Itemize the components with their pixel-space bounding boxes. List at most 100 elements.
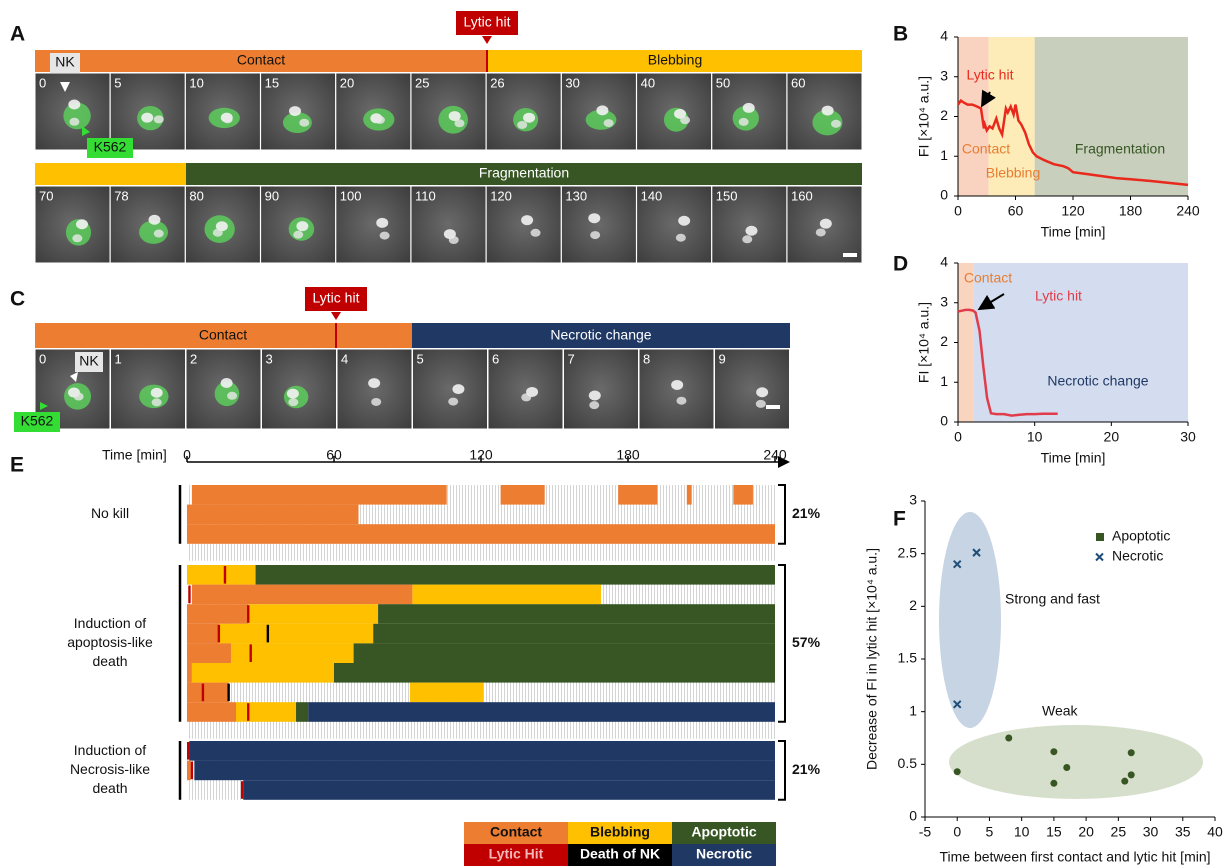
- x-axis-title: Time [min]: [102, 447, 167, 463]
- lytic-pointer: [482, 36, 492, 44]
- y-axis-title: FI [×10⁴ a.u.]: [916, 302, 932, 383]
- group-bracket-right: [778, 741, 785, 800]
- panel-label: C: [10, 288, 25, 311]
- x-tick-label: 30: [1143, 824, 1159, 840]
- cell: [517, 121, 527, 129]
- cell: [227, 392, 237, 400]
- cell: [745, 226, 757, 236]
- x-tick-label: 0: [954, 203, 962, 219]
- frame-time: 7: [568, 351, 575, 366]
- state-segment: [618, 485, 657, 505]
- x-tick-label: 25: [1111, 824, 1127, 840]
- group-label: Induction of: [74, 615, 146, 631]
- group-label: death: [92, 780, 127, 796]
- frame-time: 130: [565, 188, 587, 203]
- x-tick-label: 120: [1061, 203, 1085, 219]
- cell: [596, 105, 608, 115]
- frame-time: 8: [643, 351, 650, 366]
- cell: [380, 232, 390, 240]
- label-text: K562: [21, 413, 54, 429]
- state-segment: [687, 485, 692, 505]
- frame-time: 26: [490, 75, 504, 90]
- cell: [739, 118, 749, 126]
- frame-time: 3: [266, 351, 273, 366]
- cell: [452, 384, 464, 394]
- state-segment: [296, 702, 308, 722]
- cell: [756, 387, 768, 397]
- state-segment: [187, 565, 256, 585]
- event-marker: [241, 781, 243, 799]
- group-share: 21%: [792, 505, 821, 521]
- region-label: Necrotic change: [1047, 373, 1148, 389]
- cell: [671, 380, 683, 390]
- state-segment: [256, 565, 775, 585]
- event-marker: [247, 605, 249, 623]
- cell: [521, 393, 531, 401]
- cell: [72, 234, 82, 242]
- legend-label: Apoptotic: [1112, 528, 1170, 544]
- x-tick-label: 240: [1176, 203, 1200, 219]
- cell: [151, 388, 163, 398]
- event-marker: [202, 684, 204, 702]
- label-text: K562: [94, 139, 127, 155]
- phase-label: Blebbing: [648, 52, 703, 68]
- cell: [299, 119, 309, 127]
- event-marker: [247, 703, 249, 721]
- y-tick-label: 2: [940, 107, 948, 123]
- apoptotic-point: [1063, 764, 1070, 771]
- event-marker: [250, 644, 252, 662]
- group-bracket-right: [778, 565, 785, 722]
- state-segment: [187, 524, 775, 544]
- region-label: Fragmentation: [1075, 141, 1165, 157]
- cell: [76, 219, 88, 229]
- state-segment: [334, 663, 775, 683]
- state-segment: [192, 585, 413, 605]
- phase-label: Contact: [199, 327, 247, 343]
- cell: [590, 231, 600, 239]
- cell: [371, 398, 381, 406]
- cell: [831, 120, 841, 128]
- state-segment: [219, 624, 373, 644]
- lytic-flag-text: Lytic hit: [313, 290, 360, 306]
- group-label: death: [92, 653, 127, 669]
- x-tick-label: 0: [953, 824, 961, 840]
- x-axis-title: Time between first contact and lytic hit…: [939, 849, 1210, 865]
- state-segment: [231, 643, 354, 663]
- cell: [368, 378, 380, 388]
- state-segment: [189, 741, 775, 761]
- annotation: Strong and fast: [1005, 591, 1100, 607]
- y-tick-label: 0: [940, 187, 948, 203]
- event-marker: [218, 625, 220, 643]
- event-marker: [227, 684, 229, 702]
- cell: [589, 391, 601, 401]
- frame-time: 25: [415, 75, 429, 90]
- x-tick-label: 15: [1046, 824, 1062, 840]
- state-segment: [236, 702, 296, 722]
- frame-time: 5: [417, 351, 424, 366]
- cell: [289, 106, 301, 116]
- annotation: Lytic hit: [967, 67, 1014, 83]
- x-tick-label: 40: [1207, 824, 1223, 840]
- state-segment: [733, 485, 753, 505]
- cell: [676, 234, 686, 242]
- state-segment: [501, 485, 545, 505]
- x-tick-label: 20: [1078, 824, 1094, 840]
- frame-time: 50: [716, 75, 730, 90]
- state-segment: [373, 624, 775, 644]
- x-tick-label: 35: [1175, 824, 1191, 840]
- cluster-necrotic: [939, 512, 1001, 728]
- apoptotic-point: [954, 768, 961, 775]
- cell: [288, 398, 298, 406]
- phase-region: [1035, 37, 1188, 196]
- state-segment: [248, 604, 378, 624]
- cell: [454, 119, 464, 127]
- y-tick-label: 3: [909, 492, 917, 508]
- cell: [742, 235, 752, 243]
- cell: [816, 228, 826, 236]
- frame-time: 4: [341, 351, 348, 366]
- cell: [678, 216, 690, 226]
- label-text: NK: [55, 54, 75, 70]
- annotation: Weak: [1042, 703, 1079, 719]
- region-label: Contact: [964, 270, 1012, 286]
- group-share: 57%: [792, 634, 821, 650]
